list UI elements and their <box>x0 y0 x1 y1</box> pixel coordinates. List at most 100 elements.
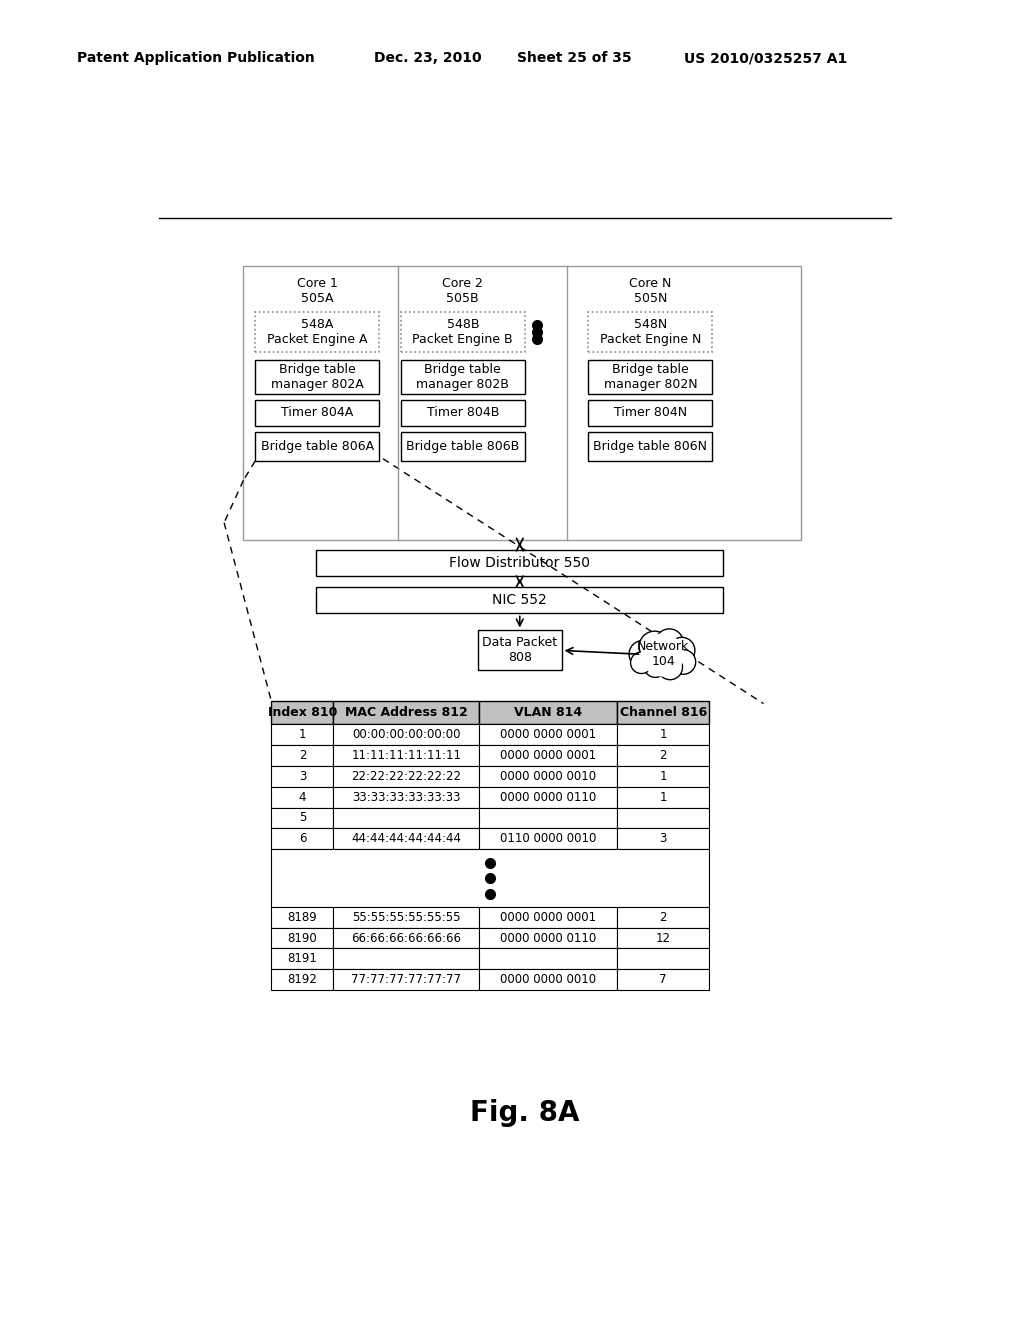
Bar <box>255 400 379 425</box>
Text: 548B
Packet Engine B: 548B Packet Engine B <box>413 318 513 346</box>
Text: NIC 552: NIC 552 <box>493 594 547 607</box>
Bar <box>334 948 479 969</box>
Text: 4: 4 <box>299 791 306 804</box>
Text: Sheet 25 of 35: Sheet 25 of 35 <box>517 51 632 65</box>
Bar <box>589 313 713 352</box>
Text: 0000 0000 0001: 0000 0000 0001 <box>500 748 596 762</box>
Text: 12: 12 <box>655 932 671 945</box>
Bar <box>479 948 617 969</box>
Bar <box>479 907 617 928</box>
Circle shape <box>657 655 683 680</box>
Bar <box>617 725 710 744</box>
Text: 2: 2 <box>659 911 667 924</box>
Text: US 2010/0325257 A1: US 2010/0325257 A1 <box>684 51 847 65</box>
Text: 8189: 8189 <box>288 911 317 924</box>
Text: 548A
Packet Engine A: 548A Packet Engine A <box>267 318 368 346</box>
Circle shape <box>631 652 652 673</box>
Bar <box>479 701 617 725</box>
Circle shape <box>644 655 667 677</box>
Bar <box>400 360 524 395</box>
Bar <box>617 701 710 725</box>
Text: 1: 1 <box>659 770 667 783</box>
Circle shape <box>655 628 683 656</box>
Text: Timer 804N: Timer 804N <box>613 407 687 420</box>
Bar <box>589 360 713 395</box>
Bar <box>334 701 479 725</box>
Text: Bridge table
manager 802A: Bridge table manager 802A <box>270 363 364 391</box>
Text: 0000 0000 0110: 0000 0000 0110 <box>500 791 596 804</box>
Bar <box>479 808 617 829</box>
Text: Timer 804A: Timer 804A <box>281 407 353 420</box>
Text: 3: 3 <box>659 832 667 845</box>
Text: Fig. 8A: Fig. 8A <box>470 1100 580 1127</box>
Bar <box>271 725 334 744</box>
Bar <box>271 744 334 766</box>
Text: 22:22:22:22:22:22: 22:22:22:22:22:22 <box>351 770 461 783</box>
Text: Patent Application Publication: Patent Application Publication <box>77 51 314 65</box>
Bar <box>617 948 710 969</box>
Text: 1: 1 <box>659 729 667 742</box>
Bar <box>400 313 524 352</box>
Bar <box>617 766 710 787</box>
Text: Dec. 23, 2010: Dec. 23, 2010 <box>374 51 481 65</box>
Text: 33:33:33:33:33:33: 33:33:33:33:33:33 <box>352 791 461 804</box>
Bar <box>271 766 334 787</box>
Text: Bridge table 806N: Bridge table 806N <box>593 440 708 453</box>
Bar <box>334 725 479 744</box>
Bar <box>334 907 479 928</box>
Text: Data Packet
808: Data Packet 808 <box>482 636 557 664</box>
Text: Channel 816: Channel 816 <box>620 706 707 719</box>
Bar <box>589 432 713 461</box>
Bar <box>478 631 561 671</box>
Bar <box>617 928 710 949</box>
Text: 8190: 8190 <box>288 932 317 945</box>
Bar <box>271 701 334 725</box>
Bar <box>479 766 617 787</box>
Text: 8191: 8191 <box>288 952 317 965</box>
Text: MAC Address 812: MAC Address 812 <box>345 706 468 719</box>
Circle shape <box>639 631 670 663</box>
Text: 548N
Packet Engine N: 548N Packet Engine N <box>600 318 701 346</box>
Bar <box>271 948 334 969</box>
Text: 44:44:44:44:44:44: 44:44:44:44:44:44 <box>351 832 461 845</box>
Bar <box>316 549 723 576</box>
Text: 2: 2 <box>659 748 667 762</box>
Bar <box>334 808 479 829</box>
Bar <box>479 787 617 808</box>
Text: 7: 7 <box>659 973 667 986</box>
Text: Timer 804B: Timer 804B <box>427 407 499 420</box>
Bar <box>271 808 334 829</box>
Text: Bridge table
manager 802N: Bridge table manager 802N <box>603 363 697 391</box>
Bar <box>334 744 479 766</box>
Text: Core 2
505B: Core 2 505B <box>442 277 483 305</box>
Text: 66:66:66:66:66:66: 66:66:66:66:66:66 <box>351 932 461 945</box>
Text: Network
104: Network 104 <box>637 639 689 668</box>
Bar <box>334 766 479 787</box>
Bar <box>479 744 617 766</box>
Text: Flow Distributor 550: Flow Distributor 550 <box>450 556 590 570</box>
Text: Bridge table 806B: Bridge table 806B <box>407 440 519 453</box>
Text: 11:11:11:11:11:11: 11:11:11:11:11:11 <box>351 748 461 762</box>
Bar <box>255 360 379 395</box>
Bar <box>255 313 379 352</box>
Bar <box>271 928 334 949</box>
Text: 1: 1 <box>659 791 667 804</box>
Circle shape <box>671 649 695 675</box>
Bar <box>479 928 617 949</box>
Bar <box>271 829 334 849</box>
Bar <box>617 907 710 928</box>
Text: 1: 1 <box>299 729 306 742</box>
Bar <box>334 928 479 949</box>
Bar <box>334 787 479 808</box>
Text: Core N
505N: Core N 505N <box>629 277 672 305</box>
Bar <box>400 400 524 425</box>
Bar <box>271 787 334 808</box>
Text: 3: 3 <box>299 770 306 783</box>
Bar <box>243 267 801 540</box>
Bar <box>617 787 710 808</box>
Text: 8192: 8192 <box>288 973 317 986</box>
Text: 00:00:00:00:00:00: 00:00:00:00:00:00 <box>352 729 461 742</box>
Text: 0000 0000 0001: 0000 0000 0001 <box>500 911 596 924</box>
Text: 77:77:77:77:77:77: 77:77:77:77:77:77 <box>351 973 461 986</box>
Bar <box>479 969 617 990</box>
